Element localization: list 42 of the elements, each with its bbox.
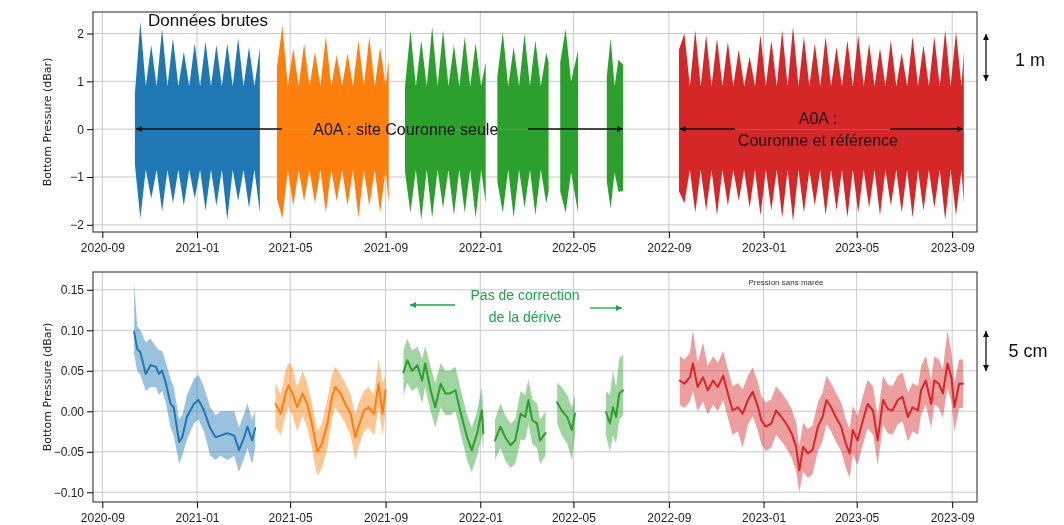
x-tick-label: 2021-01 [175,240,220,255]
chart-title: Données brutes [148,11,269,30]
y-tick-label: 0.00 [60,404,85,419]
x-tick-label: 2023-05 [835,510,880,525]
y-tick-label: 0 [77,122,85,137]
x-tick-label: 2021-09 [364,240,409,255]
x-tick-label: 2023-01 [742,510,787,525]
annotation: A0A : Couronne et référence [737,110,899,150]
x-tick-label: 2023-09 [930,510,976,525]
y-axis-title: Bottom Pressure (dBar) [41,322,54,452]
y-tick-label: −0.10 [53,485,85,500]
x-tick-label: 2022-01 [458,510,504,525]
x-tick-label: 2022-05 [551,240,597,255]
x-tick-label: 2022-09 [647,240,692,255]
x-tick-label: 2021-05 [268,510,313,525]
x-tick-label: 2020-09 [80,510,126,525]
x-tick-label: 2022-05 [551,510,597,525]
x-tick-label: 2023-05 [835,240,880,255]
x-tick-label: 2023-09 [930,240,976,255]
x-tick-label: 2020-09 [80,240,126,255]
y-tick-label: 2 [77,26,85,41]
y-tick-label: 0.15 [60,283,85,298]
x-tick-label: 2021-05 [268,240,313,255]
y-tick-label: −2 [70,218,85,233]
y-tick-label: 0.05 [60,364,85,379]
text: 1 m [1014,50,1046,70]
x-tick-label: 2022-09 [647,510,692,525]
annotation: Pas de correction de la dérive [470,287,580,325]
text: 5 cm [1008,341,1048,361]
line-series [678,362,965,472]
text: Pression sans marée [748,278,825,287]
x-tick-label: 2023-01 [742,240,787,255]
line-series [274,382,387,453]
y-tick-label: 1 [77,74,85,89]
y-tick-label: −1 [70,170,85,185]
x-tick-label: 2021-09 [364,510,409,525]
y-tick-label: −0.05 [53,445,85,460]
y-tick-label: 0.10 [60,323,85,338]
x-tick-label: 2021-01 [175,510,220,525]
y-axis-title: Bottom Pressure (dBar) [41,57,54,187]
x-tick-label: 2022-01 [458,240,504,255]
line-series [133,330,257,452]
